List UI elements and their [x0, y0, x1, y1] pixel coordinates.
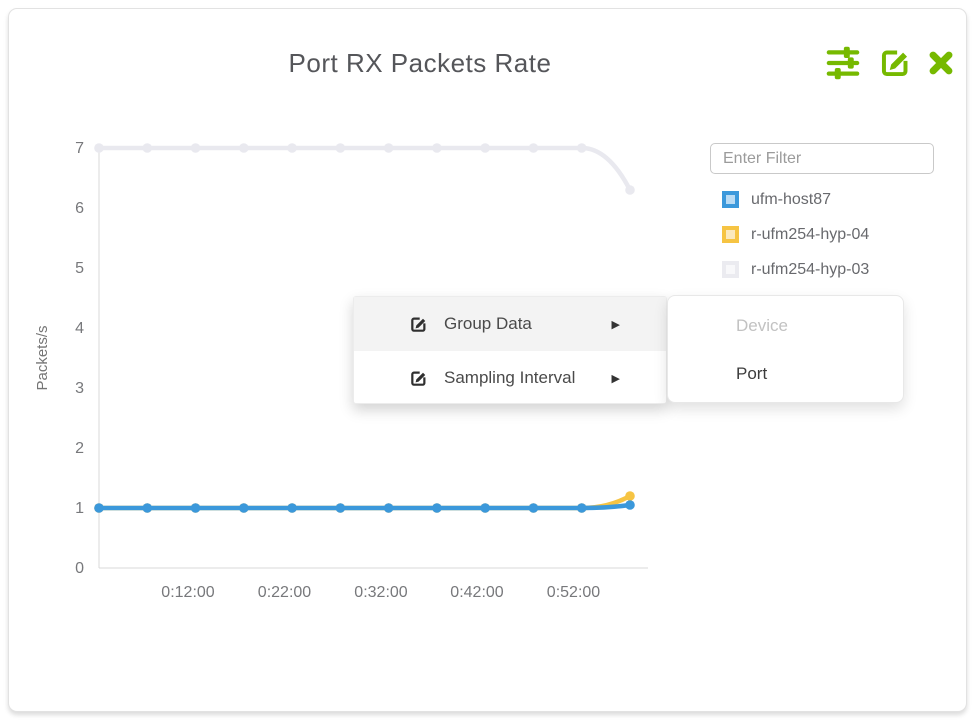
legend-item[interactable]: r-ufm254-hyp-03: [722, 252, 869, 287]
svg-text:0:52:00: 0:52:00: [547, 584, 600, 601]
svg-text:2: 2: [75, 440, 84, 457]
menu-item-label: Sampling Interval: [444, 368, 576, 387]
legend-marker-icon: [722, 261, 739, 278]
legend-label: r-ufm254-hyp-04: [751, 225, 870, 243]
svg-text:0:32:00: 0:32:00: [354, 584, 407, 601]
edit-icon: [409, 369, 428, 388]
legend-label: r-ufm254-hyp-03: [751, 260, 870, 278]
svg-text:0:42:00: 0:42:00: [450, 584, 503, 601]
svg-text:0:22:00: 0:22:00: [258, 584, 311, 601]
menu-item-sampling-interval[interactable]: Sampling Interval ▶: [354, 351, 666, 405]
svg-text:0:12:00: 0:12:00: [161, 584, 214, 601]
svg-text:7: 7: [75, 140, 84, 157]
svg-text:5: 5: [75, 260, 84, 277]
edit-icon: [409, 315, 428, 334]
svg-text:3: 3: [75, 380, 84, 397]
menu-item-label: Group Data: [444, 314, 532, 333]
legend-marker-icon: [722, 191, 739, 208]
submenu-item-port[interactable]: Port: [736, 364, 768, 383]
svg-text:1: 1: [75, 500, 84, 517]
svg-text:0: 0: [75, 560, 84, 577]
submenu-arrow-icon: ▶: [611, 318, 620, 331]
chart-legend: ufm-host87 r-ufm254-hyp-04 r-ufm254-hyp-…: [722, 182, 869, 287]
legend-item[interactable]: ufm-host87: [722, 182, 869, 217]
legend-label: ufm-host87: [751, 190, 832, 208]
group-data-submenu: Device Port: [667, 295, 904, 403]
svg-text:6: 6: [75, 200, 84, 217]
context-menu: Group Data ▶ Sampling Interval ▶: [353, 296, 667, 404]
submenu-item-device: Device: [736, 316, 788, 335]
submenu-arrow-icon: ▶: [611, 372, 620, 385]
svg-text:Packets/s: Packets/s: [34, 325, 51, 390]
legend-marker-icon: [722, 226, 739, 243]
legend-item[interactable]: r-ufm254-hyp-04: [722, 217, 869, 252]
svg-text:4: 4: [75, 320, 84, 337]
legend-filter-input[interactable]: [710, 143, 934, 174]
menu-item-group-data[interactable]: Group Data ▶: [354, 297, 666, 351]
chart-title: Port RX Packets Rate: [288, 48, 552, 78]
